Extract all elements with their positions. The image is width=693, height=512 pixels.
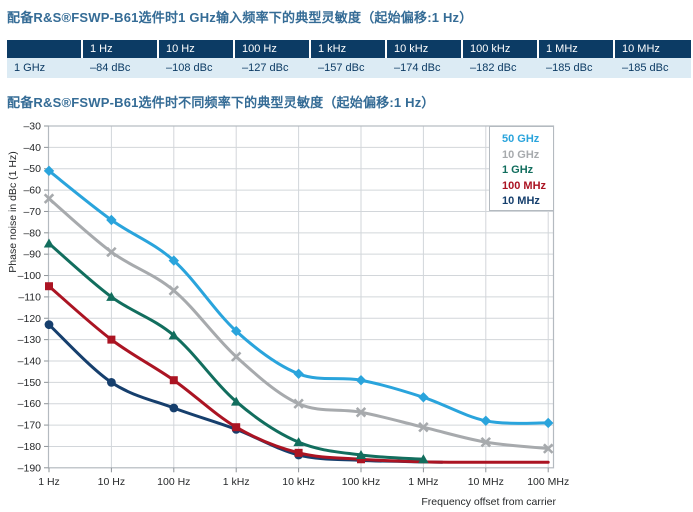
marker-diamond — [543, 417, 554, 429]
y-tick-label: –110 — [18, 291, 41, 303]
table-col-header: 1 kHz — [311, 40, 387, 58]
table-col-header: 100 Hz — [235, 40, 311, 58]
table-cell: –127 dBc — [235, 58, 311, 78]
y-tick-label: –100 — [18, 270, 42, 282]
marker-x — [293, 398, 304, 409]
x-tick-label: 100 Hz — [157, 476, 190, 488]
x-tick-label: 10 kHz — [282, 476, 315, 488]
table-cell: –174 dBc — [387, 58, 463, 78]
y-tick-label: –50 — [23, 163, 41, 175]
table-cell: –185 dBc — [539, 58, 615, 78]
marker-diamond — [168, 255, 179, 266]
table-col-header: 100 kHz — [463, 40, 539, 58]
legend-item-10-mhz: 10 MHz — [502, 195, 540, 207]
marker-x — [418, 421, 429, 433]
y-tick-label: –130 — [18, 334, 42, 346]
table-col-header: 1 Hz — [83, 40, 159, 58]
y-tick-label: –190 — [18, 462, 42, 474]
y-tick-label: –160 — [18, 398, 42, 410]
marker-square — [294, 448, 303, 457]
table-col-header: 10 kHz — [387, 40, 463, 58]
y-tick-label: –30 — [23, 121, 41, 133]
y-tick-label: –60 — [23, 185, 41, 197]
table-col-header: 10 Hz — [159, 40, 235, 58]
marker-x — [355, 407, 367, 418]
y-tick-label: –70 — [23, 206, 41, 218]
marker-diamond — [231, 325, 242, 337]
marker-diamond — [418, 392, 429, 403]
table-row: 1 GHz –84 dBc –108 dBc –127 dBc –157 dBc –174… — [7, 58, 691, 78]
section2-title: 配备R&S®FSWP-B61选件时不同频率下的典型灵敏度（起始偏移:1 Hz） — [7, 95, 435, 110]
y-axis-label: Phase noise in dBc (1 Hz) — [7, 151, 19, 273]
table-col-header — [7, 40, 83, 58]
marker-circle — [44, 320, 54, 330]
marker-circle — [169, 403, 179, 413]
marker-square — [45, 282, 53, 291]
legend-item-10-ghz: 10 GHz — [502, 148, 540, 161]
y-tick-label: –80 — [23, 227, 41, 239]
marker-x — [43, 193, 55, 204]
y-tick-label: –150 — [18, 377, 42, 389]
marker-triangle — [293, 437, 304, 447]
table-body: 1 GHz –84 dBc –108 dBc –127 dBc –157 dBc –174… — [7, 58, 691, 78]
y-tick-label: –120 — [18, 313, 42, 325]
marker-circle — [107, 377, 116, 387]
x-axis-label: Frequency offset from carrier — [421, 496, 556, 508]
y-tick-label: –90 — [23, 249, 41, 261]
x-tick-label: 1 kHz — [223, 476, 250, 488]
marker-x — [106, 246, 117, 258]
section1-title: 配备R&S®FSWP-B61选件时1 GHz输入频率下的典型灵敏度（起始偏移:1… — [7, 10, 473, 25]
marker-x — [542, 443, 554, 454]
marker-square — [107, 335, 116, 344]
table-cell: –84 dBc — [83, 58, 159, 78]
table-header-row: 1 Hz 10 Hz 100 Hz 1 kHz 10 kHz 100 kHz 1 MHz 10… — [7, 40, 691, 58]
marker-diamond — [480, 415, 491, 427]
y-tick-label: –170 — [18, 420, 42, 432]
x-tick-label: 100 MHz — [527, 476, 569, 488]
marker-diamond — [106, 214, 117, 226]
y-tick-label: –180 — [18, 441, 42, 453]
legend-item-100-mhz: 100 MHz — [502, 179, 547, 192]
table-cell: –182 dBc — [463, 58, 539, 78]
marker-x — [480, 436, 492, 448]
table-cell: 1 GHz — [7, 58, 83, 78]
chart-legend: 50 GHz 10 GHz 1 GHz 100 MHz 10 MHz — [489, 126, 554, 211]
marker-square — [169, 376, 178, 385]
sensitivity-table: 1 Hz 10 Hz 100 Hz 1 kHz 10 kHz 100 kHz 1 MHz 10… — [7, 40, 691, 78]
legend-item-1-ghz: 1 GHz — [502, 164, 534, 176]
y-tick-label: –140 — [18, 355, 42, 367]
table-col-header: 1 MHz — [539, 40, 615, 58]
x-tick-label: 1 Hz — [38, 476, 60, 488]
marker-triangle — [418, 454, 429, 464]
legend-item-50-ghz: 50 GHz — [502, 133, 540, 145]
marker-triangle — [106, 291, 117, 301]
table-cell: –185 dBc — [615, 58, 691, 78]
marker-square — [357, 455, 365, 464]
table-cell: –108 dBc — [159, 58, 235, 78]
marker-x — [168, 285, 180, 296]
marker-x — [230, 351, 242, 362]
x-tick-label: 100 kHz — [342, 476, 381, 488]
x-tick-label: 1 MHz — [408, 476, 438, 488]
x-tick-label: 10 MHz — [468, 476, 504, 488]
x-tick-label: 10 Hz — [98, 476, 125, 488]
table-col-header: 10 MHz — [615, 40, 691, 58]
series-line-100-mhz — [47, 284, 550, 464]
marker-triangle — [355, 449, 367, 459]
marker-triangle — [231, 396, 242, 406]
marker-triangle — [43, 238, 55, 248]
marker-diamond — [43, 165, 55, 177]
marker-diamond — [293, 368, 304, 380]
marker-diamond — [355, 375, 367, 386]
marker-square — [232, 423, 241, 432]
y-tick-label: –40 — [23, 142, 41, 154]
series-line-10-mhz — [47, 323, 444, 464]
marker-triangle — [168, 330, 179, 340]
table-cell: –157 dBc — [311, 58, 387, 78]
